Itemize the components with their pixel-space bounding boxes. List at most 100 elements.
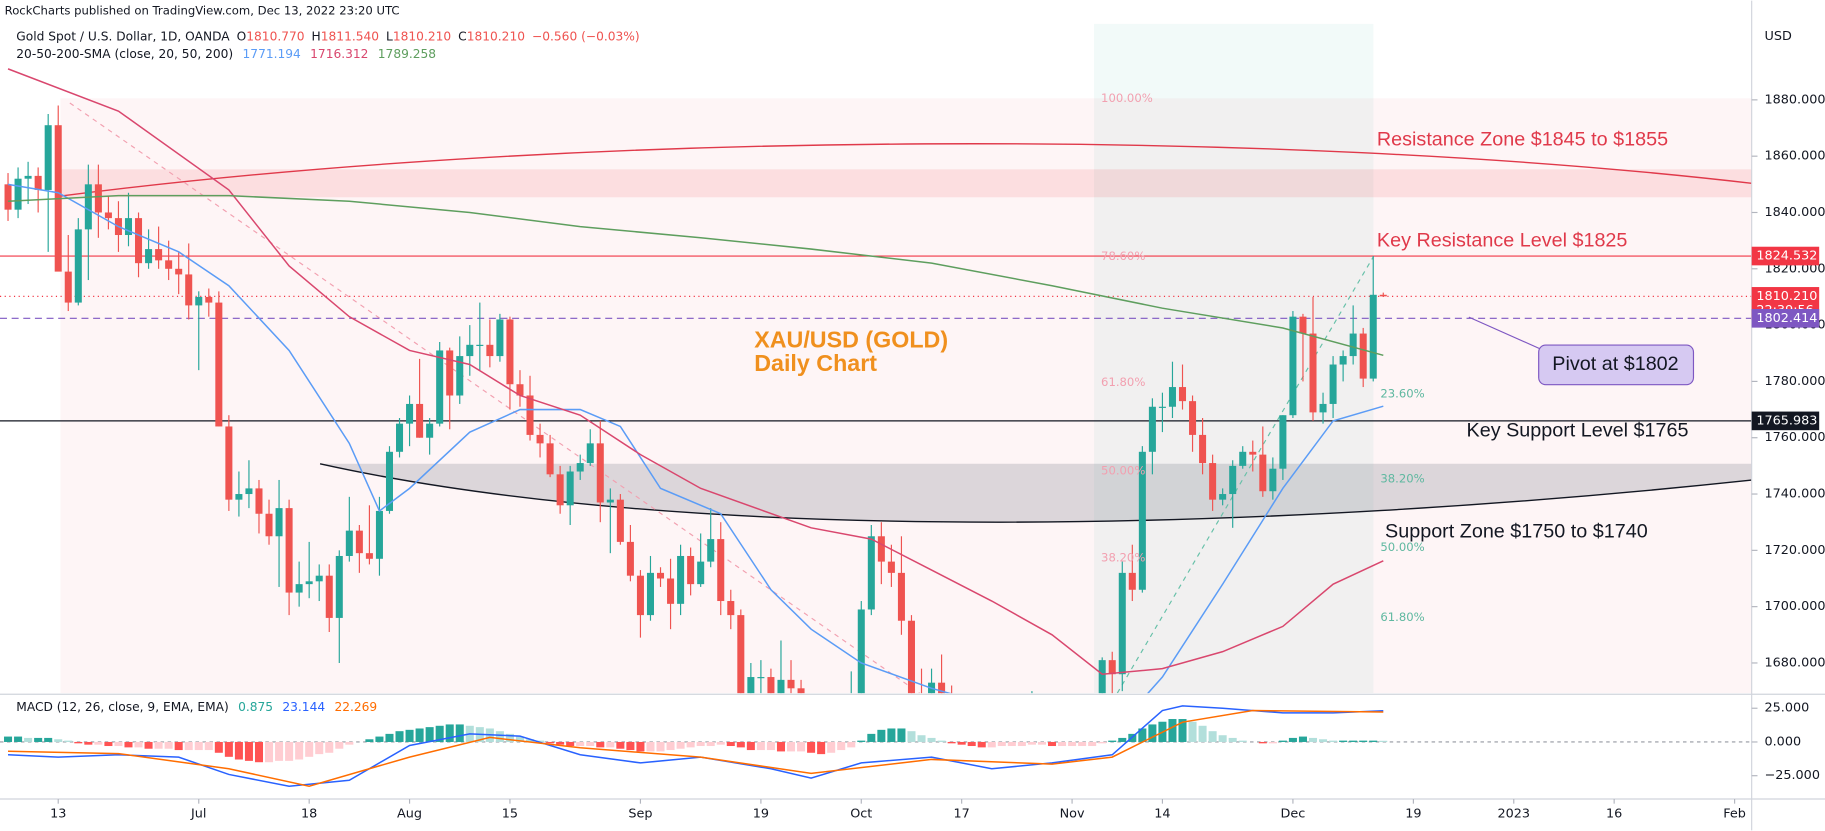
price-badge-label: 1765.983 (1756, 413, 1817, 428)
legend-key: O (237, 29, 247, 43)
macd-histogram-bar (164, 741, 173, 749)
x-tick-label: 19 (753, 807, 769, 822)
annotations: Resistance Zone $1845 to $1855 Key Resis… (754, 128, 1695, 543)
macd-histogram-bar (666, 741, 675, 751)
candle-body (446, 350, 454, 396)
macd-histogram-bar (837, 741, 846, 751)
candle-body (857, 609, 865, 694)
macd-histogram-bar (696, 741, 705, 747)
candle-body (466, 344, 474, 357)
candle-body (1299, 316, 1307, 334)
macd-histogram-bar (1178, 719, 1187, 742)
y-tick-label: 1700.000 (1764, 599, 1825, 614)
legend-title: 20-50-200-SMA (close, 20, 50, 200) (16, 47, 233, 61)
macd-histogram-bar (194, 741, 203, 751)
macd-histogram-bar (114, 741, 123, 747)
macd-histogram-bar (1198, 725, 1207, 742)
x-tick-label: 16 (1606, 807, 1622, 822)
y-tick-label: 1780.000 (1764, 374, 1825, 389)
fib-label: 61.80% (1380, 610, 1424, 624)
pivot-pointer (1468, 316, 1543, 351)
support-curve (319, 463, 1752, 523)
macd-histogram-bar (74, 741, 83, 744)
macd-histogram-bar (335, 741, 344, 749)
macd-histogram-bar (1268, 741, 1277, 744)
candle-body (707, 539, 715, 562)
candle-body (867, 536, 875, 610)
candle-body (1339, 356, 1347, 365)
legend-row: MACD (12, 26, close, 9, EMA, EMA) 0.875 23… (16, 700, 377, 714)
legend-row: Gold Spot / U.S. Dollar, 1D, OANDA O1810.… (16, 29, 639, 43)
candle-body (1199, 434, 1207, 464)
candle-body (797, 688, 805, 694)
macd-histogram-bar (134, 741, 143, 748)
candle-body (1369, 294, 1377, 379)
macd-histogram-bar (505, 733, 514, 742)
candle-body (526, 395, 534, 435)
legend-title: Gold Spot / U.S. Dollar, 1D, OANDA (16, 29, 230, 43)
candle-body (636, 575, 644, 616)
price-badge-label: 1824.532 (1756, 249, 1817, 264)
candle-body (1148, 406, 1156, 452)
candle-body (416, 403, 424, 438)
macd-pane (0, 705, 1752, 787)
macd-histogram-bar (917, 735, 926, 742)
candle-body (1209, 463, 1217, 500)
legend-change: −0.560 (−0.03%) (532, 29, 640, 43)
macd-histogram-bar (395, 731, 404, 742)
candle-body (426, 423, 434, 438)
y-tick-label: 1860.000 (1764, 149, 1825, 164)
macd-histogram-bar (64, 740, 73, 742)
candle-body (155, 249, 163, 261)
macd-histogram-bar (1359, 740, 1368, 742)
candle-body (566, 471, 574, 506)
candle-body (1309, 333, 1317, 413)
candle-body (225, 426, 233, 500)
macd-histogram-bar (1188, 721, 1197, 742)
candle-body (44, 125, 52, 190)
candle-body (275, 508, 283, 537)
candle-body (616, 499, 624, 542)
macd-histogram-bar (275, 741, 284, 761)
macd-histogram-bar (887, 728, 896, 742)
macd-histogram-bar (626, 741, 635, 751)
candle-body (1189, 401, 1197, 435)
macd-histogram-bar (1078, 741, 1087, 747)
macd-histogram-bar (897, 728, 906, 742)
candle-body (697, 561, 705, 585)
candle-body (586, 443, 594, 464)
annotation: Pivot at $1802 (1552, 353, 1678, 375)
candle-body (506, 319, 514, 385)
macd-histogram-bar (1208, 731, 1217, 742)
candle-body (1319, 403, 1327, 413)
legend-value: 22.269 (334, 700, 377, 714)
macd-histogram-bar (1308, 737, 1318, 742)
macd-histogram-bar (455, 724, 464, 742)
x-tick-label: Jul (190, 807, 206, 822)
macd-histogram-bar (234, 741, 243, 760)
candle-body (727, 601, 735, 616)
macd-histogram-bar (576, 741, 585, 747)
candle-body (1118, 572, 1126, 675)
candle-body (887, 561, 895, 573)
price-badge (1751, 308, 1820, 328)
y-tick-label: 0.000 (1764, 734, 1801, 749)
macd-histogram-bar (686, 741, 695, 748)
candle-body (787, 679, 795, 689)
annotation: Resistance Zone $1845 to $1855 (1377, 128, 1668, 150)
candle-body (486, 344, 494, 357)
macd-histogram-bar (756, 741, 765, 751)
candle-body (496, 319, 504, 357)
candle-body (717, 539, 725, 602)
macd-histogram-bar (556, 741, 565, 745)
macd-histogram-bar (636, 741, 645, 752)
macd-histogram-bar (1379, 740, 1388, 742)
macd-histogram-bar (214, 741, 223, 753)
macd-histogram-bar (867, 733, 876, 742)
candle-body (355, 530, 363, 554)
price-badge-label: 1802.414 (1756, 311, 1817, 326)
currency-label: USD (1764, 29, 1791, 44)
macd-histogram-bar (1369, 740, 1378, 742)
candle-body (596, 443, 604, 503)
candle-body (907, 620, 915, 694)
